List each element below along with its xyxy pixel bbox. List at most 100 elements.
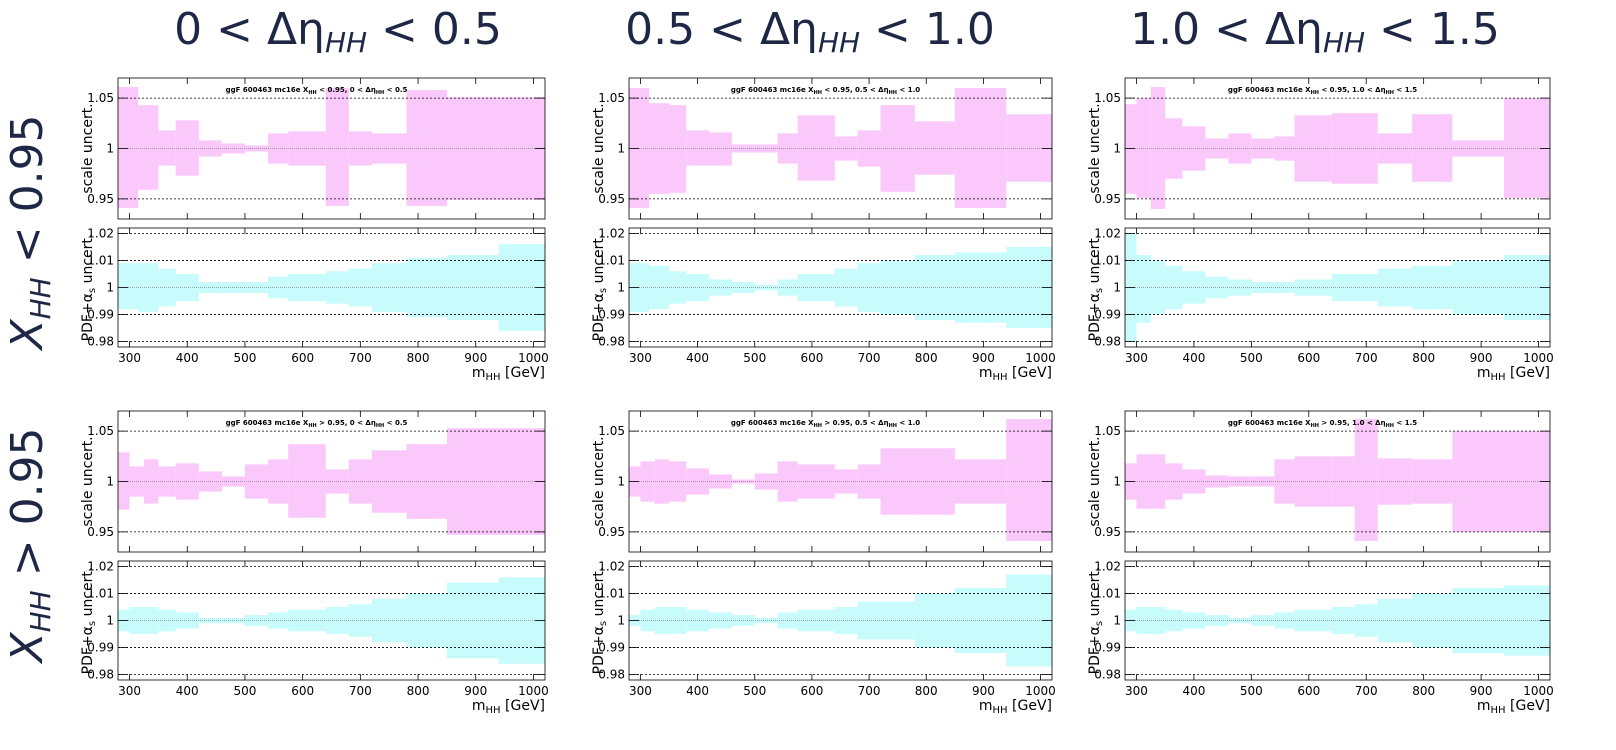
scale-ylabel: scale uncert. [591,103,607,193]
scale-band-bin [686,130,710,166]
column-header-sub: HH [818,26,860,59]
panel-title-lead: ggF 600463 mc16e X [731,419,814,427]
scale-band-bin [288,444,326,518]
panel-title-lead: ggF 600463 mc16e X [1228,419,1311,427]
xtick-label: 600 [800,351,823,365]
scale-band-bin [325,469,349,494]
pdf-ylabel: PDF+αs uncert. [80,234,98,342]
pdf-ytick-label: 0.98 [598,335,625,349]
scale-band-bin [754,144,778,153]
scale-band-bin [1136,454,1166,509]
scale-band-bin [1331,113,1378,184]
panel-title-mid: > 0.95, 0.5 < Δη [822,419,889,427]
pdf-band-bin [325,271,349,304]
scale-band-bin [175,463,199,500]
xlabel-lead: m [1477,365,1491,381]
pdf-band-bin [1452,588,1505,653]
xtick-label: 900 [464,684,487,698]
panel-title-sub: HH [376,423,384,429]
scale-subplot: 0.95 1 1.05 [1094,77,1551,220]
pdf-ytick-label: 1 [106,614,114,628]
xtick-label: 300 [1125,351,1148,365]
pdf-ytick-label: 1 [106,281,114,295]
scale-ytick-label: 1.05 [87,91,114,105]
pdf-ylabel-sub: s [1094,288,1105,293]
pdf-ytick-label: 1 [617,281,625,295]
pdf-ytick-label: 0.99 [87,641,114,655]
pdf-ytick-label: 0.99 [87,308,114,322]
scale-ytick-label: 0.95 [87,192,114,206]
xlabel-sub: HH [1491,372,1506,383]
panel-title-lead: ggF 600463 mc16e X [226,86,309,94]
xtick-label: 500 [743,351,766,365]
xtick-label: 400 [686,351,709,365]
pdf-ylabel-sub: s [598,621,609,626]
pdf-ylabel-lead: PDF+α [1087,626,1103,674]
scale-band-bin [1504,98,1550,198]
panel-title: ggF 600463 mc16e XHH > 0.95, 0 < ΔηHH < … [226,419,408,429]
xlabel: mHH [GeV] [979,698,1052,716]
pdf-band-bin [914,255,955,320]
chart-panel: 0.95 1 1.05 0.98 0.99 1 1.01 1.02 ggF 600463 mc1… [80,410,549,716]
scale-band-bin [709,474,732,489]
pdf-ytick-label: 1.02 [598,226,625,240]
scale-band-bin [1377,133,1413,164]
row-header-tail: < 0.95 [2,114,53,277]
pdf-band-bin [1205,276,1229,299]
xlabel-lead: m [979,698,993,714]
panel-title-mid: < 0.95, 1.0 < Δη [1319,86,1386,94]
xtick-label: 800 [1412,351,1435,365]
xtick-label: 500 [743,684,766,698]
scale-ytick-label: 0.95 [1094,192,1121,206]
xlabel-sub: HH [486,372,501,383]
scale-band-bin [158,130,176,166]
scale-band-bin [118,452,130,510]
pdf-ylabel-lead: PDF+α [591,626,607,674]
pdf-ytick-label: 1.02 [1094,559,1121,573]
pdf-ylabel-tail: uncert. [1087,234,1103,288]
row-header-text: XHH > 0.95 [2,427,57,664]
scale-band-bin [118,87,139,208]
pdf-ytick-label: 1.01 [1094,253,1121,267]
pdf-ylabel-sub: s [87,621,98,626]
xtick-label: 300 [629,351,652,365]
panel-title-mid: > 0.95, 1.0 < Δη [1319,419,1386,427]
scale-band-bin [221,476,245,487]
row-header-tail: > 0.95 [2,427,53,590]
scale-ytick-label: 1.05 [598,91,625,105]
xtick-label: 600 [1297,684,1320,698]
scale-band-bin [834,136,858,161]
pdf-ylabel-tail: uncert. [591,234,607,288]
scale-band-bin [629,88,650,208]
xtick-label: 1000 [1025,684,1056,698]
xtick-label: 600 [1297,351,1320,365]
scale-ytick-label: 1 [106,475,114,489]
pdf-subplot: 0.98 0.99 1 1.01 1.02 [87,559,546,682]
panel-title-mid: < 0.95, 0 < Δη [317,86,376,94]
pdf-band-bin [158,268,176,307]
scale-band-bin [1452,140,1505,157]
panel-title: ggF 600463 mc16e XHH > 0.95, 1.0 < ΔηHH … [1228,419,1417,429]
pdf-ytick-label: 0.98 [1094,335,1121,349]
pdf-ytick-label: 0.99 [598,641,625,655]
scale-band-bin [1006,419,1052,541]
pdf-subplot: 0.98 0.99 1 1.01 1.02 [598,559,1053,682]
scale-ytick-label: 0.95 [598,525,625,539]
scale-ytick-label: 1 [617,142,625,156]
xlabel-unit: [GeV] [1506,365,1550,381]
column-header: 0 < ΔηHH < 0.5 [174,4,502,59]
xtick-label: 700 [1355,684,1378,698]
pdf-ylabel: PDF+αs uncert. [591,234,609,342]
pdf-band-bin [221,282,245,293]
column-header-lead: 1.0 < Δη [1130,4,1323,55]
pdf-band-bin [1354,604,1378,637]
xlabel-lead: m [1477,698,1491,714]
panel-title-tail: < 1.0 [897,86,920,94]
xtick-label: 600 [800,684,823,698]
row-header-symbol: X [2,319,53,352]
panel-title-sub: HH [308,423,316,429]
xlabel: mHH [GeV] [1477,698,1550,716]
scale-band-bin [138,105,159,190]
row-header: XHH < 0.95 [2,114,57,351]
row-header: XHH > 0.95 [2,427,57,664]
